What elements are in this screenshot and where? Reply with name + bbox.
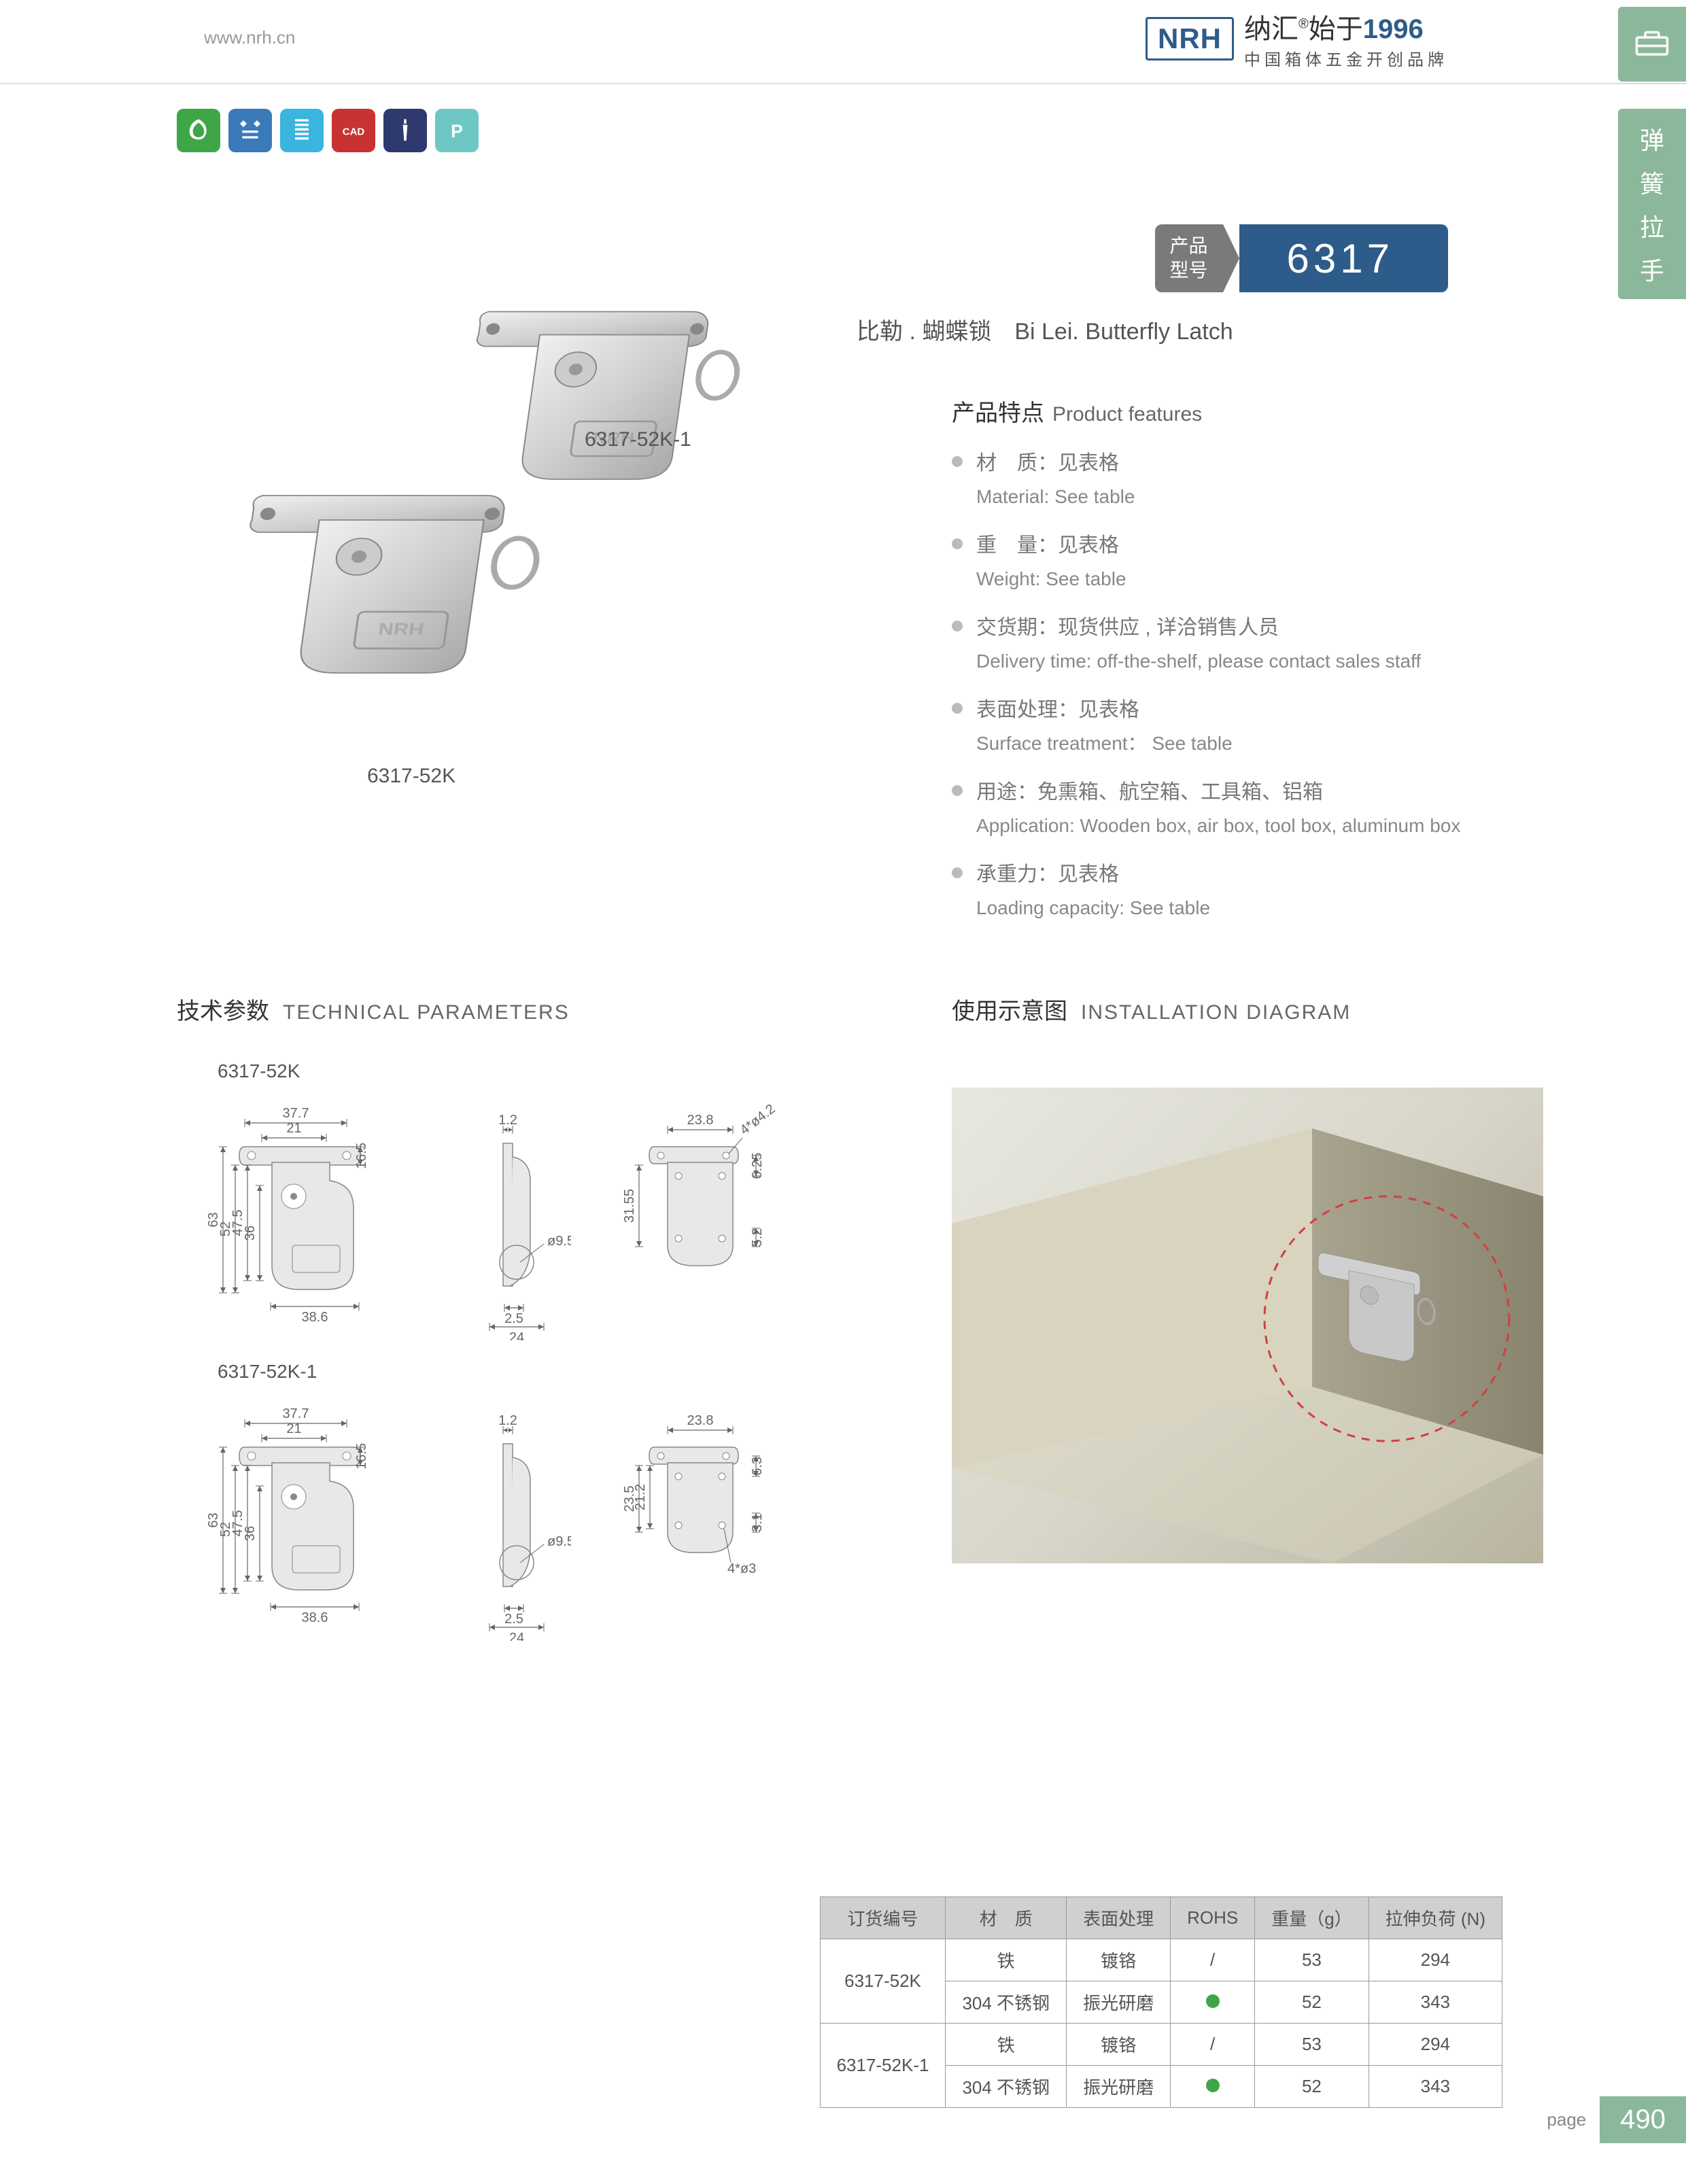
svg-text:6.3: 6.3 <box>750 1457 765 1476</box>
install-diagram-title: 使用示意图INSTALLATION DIAGRAM <box>952 992 1351 1026</box>
drawing-back-1: 23.8 31.55 6.25 5.2 4*ø4.2 <box>612 1096 789 1340</box>
svg-text:23.8: 23.8 <box>687 1413 714 1428</box>
svg-text:NRH: NRH <box>377 619 426 639</box>
svg-text:3.1: 3.1 <box>750 1513 765 1532</box>
brand-logo: NRH 纳汇®始于1996 中国箱体五金开创品牌 <box>1146 7 1448 70</box>
drawing-back-2: 23.8 23.5 21.2 6.3 3.1 4*ø3 <box>612 1396 789 1641</box>
category-tab: 弹 簧 拉 手 <box>1618 109 1686 299</box>
feature-item: 交货期：现货供应 , 详洽销售人员Delivery time: off-the-… <box>952 612 1543 676</box>
logo-mark: NRH <box>1146 17 1234 60</box>
feature-icons: CAD P <box>177 109 479 152</box>
model-badge: 产品型号 6317 <box>1155 224 1449 292</box>
svg-text:36: 36 <box>243 1226 258 1241</box>
product-label-1: 6317-52K-1 <box>585 428 691 451</box>
svg-text:2.5: 2.5 <box>504 1612 523 1627</box>
side-tab-icon <box>1618 7 1686 82</box>
eco-icon <box>177 109 220 152</box>
screw-icon <box>383 109 427 152</box>
svg-text:2.5: 2.5 <box>504 1311 523 1326</box>
svg-text:1.2: 1.2 <box>498 1413 517 1428</box>
feature-item: 表面处理：见表格Surface treatment： See table <box>952 695 1543 758</box>
feature-item: 材 质：见表格Material: See table <box>952 448 1543 511</box>
svg-text:1.2: 1.2 <box>498 1113 517 1128</box>
svg-text:21.2: 21.2 <box>633 1484 648 1510</box>
drawing-front-2: 37.7 21 16.5 63 52 47.5 36 38.6 <box>190 1396 401 1641</box>
svg-text:6.25: 6.25 <box>750 1153 765 1179</box>
svg-text:24: 24 <box>509 1330 524 1340</box>
page-number: 490 <box>1600 2096 1686 2143</box>
svg-text:37.7: 37.7 <box>283 1106 309 1121</box>
product-label-2: 6317-52K <box>367 765 455 788</box>
p-icon: P <box>435 109 479 152</box>
drawing-side-2: 1.2 ø9.5 2.5 24 <box>442 1396 571 1641</box>
svg-text:16.5: 16.5 <box>354 1143 369 1169</box>
svg-text:31.55: 31.55 <box>622 1189 637 1223</box>
spring-icon <box>280 109 324 152</box>
feature-item: 用途：免熏箱、航空箱、工具箱、铝箱Application: Wooden box… <box>952 777 1543 840</box>
product-renders: NRH NRH 6317-52K-1 6317-52K <box>204 245 918 788</box>
svg-text:4*ø3: 4*ø3 <box>727 1561 756 1576</box>
logo-text: 纳汇®始于1996 中国箱体五金开创品牌 <box>1244 7 1448 70</box>
model-badge-label: 产品型号 <box>1155 224 1223 292</box>
tools-icon <box>228 109 272 152</box>
page-footer: page 490 <box>1547 2096 1686 2143</box>
drawing-side-1: 1.2 ø9.5 2.5 24 <box>442 1096 571 1340</box>
product-features: 产品特点Product features 材 质：见表格Material: Se… <box>952 394 1543 941</box>
svg-text:38.6: 38.6 <box>302 1610 328 1625</box>
drawing-front-1: 37.7 21 16.5 63 52 47.5 36 38.6 <box>190 1096 401 1340</box>
svg-text:38.6: 38.6 <box>302 1310 328 1325</box>
feature-item: 承重力：见表格Loading capacity: See table <box>952 859 1543 922</box>
svg-text:P: P <box>451 121 463 141</box>
model-number: 6317 <box>1239 224 1448 292</box>
case-icon <box>1632 24 1672 65</box>
svg-text:21: 21 <box>286 1121 301 1136</box>
svg-text:ø9.5: ø9.5 <box>547 1234 571 1249</box>
variant-label-2: 6317-52K-1 <box>218 1361 891 1383</box>
page-label: page <box>1547 2109 1586 2130</box>
technical-drawings: 6317-52K 37.7 21 16.5 63 52 47.5 <box>177 1047 891 1661</box>
page-header: www.nrh.cn NRH 纳汇®始于1996 中国箱体五金开创品牌 <box>0 0 1686 84</box>
svg-text:24: 24 <box>509 1631 524 1641</box>
product-image-2: NRH <box>231 455 612 727</box>
features-title: 产品特点Product features <box>952 394 1543 428</box>
spec-table: 订货编号材 质表面处理ROHS重量（g）拉伸负荷 (N)6317-52K铁镀铬/… <box>820 1896 1502 2108</box>
svg-text:4*ø4.2: 4*ø4.2 <box>738 1101 778 1138</box>
svg-text:36: 36 <box>243 1526 258 1541</box>
svg-text:23.8: 23.8 <box>687 1113 714 1128</box>
svg-text:16.5: 16.5 <box>354 1443 369 1470</box>
svg-text:5.2: 5.2 <box>750 1228 765 1247</box>
tech-params-title: 技术参数TECHNICAL PARAMETERS <box>177 992 570 1026</box>
feature-item: 重 量：见表格Weight: See table <box>952 530 1543 593</box>
svg-text:21: 21 <box>286 1421 301 1436</box>
cad-icon: CAD <box>332 109 375 152</box>
installation-photo <box>952 1088 1543 1563</box>
svg-text:ø9.5: ø9.5 <box>547 1534 571 1549</box>
variant-label-1: 6317-52K <box>218 1060 891 1082</box>
svg-text:37.7: 37.7 <box>283 1406 309 1421</box>
website-url: www.nrh.cn <box>204 27 295 48</box>
product-subtitle: 比勒 . 蝴蝶锁 Bi Lei. Butterfly Latch <box>857 313 1448 346</box>
svg-text:CAD: CAD <box>343 126 365 138</box>
